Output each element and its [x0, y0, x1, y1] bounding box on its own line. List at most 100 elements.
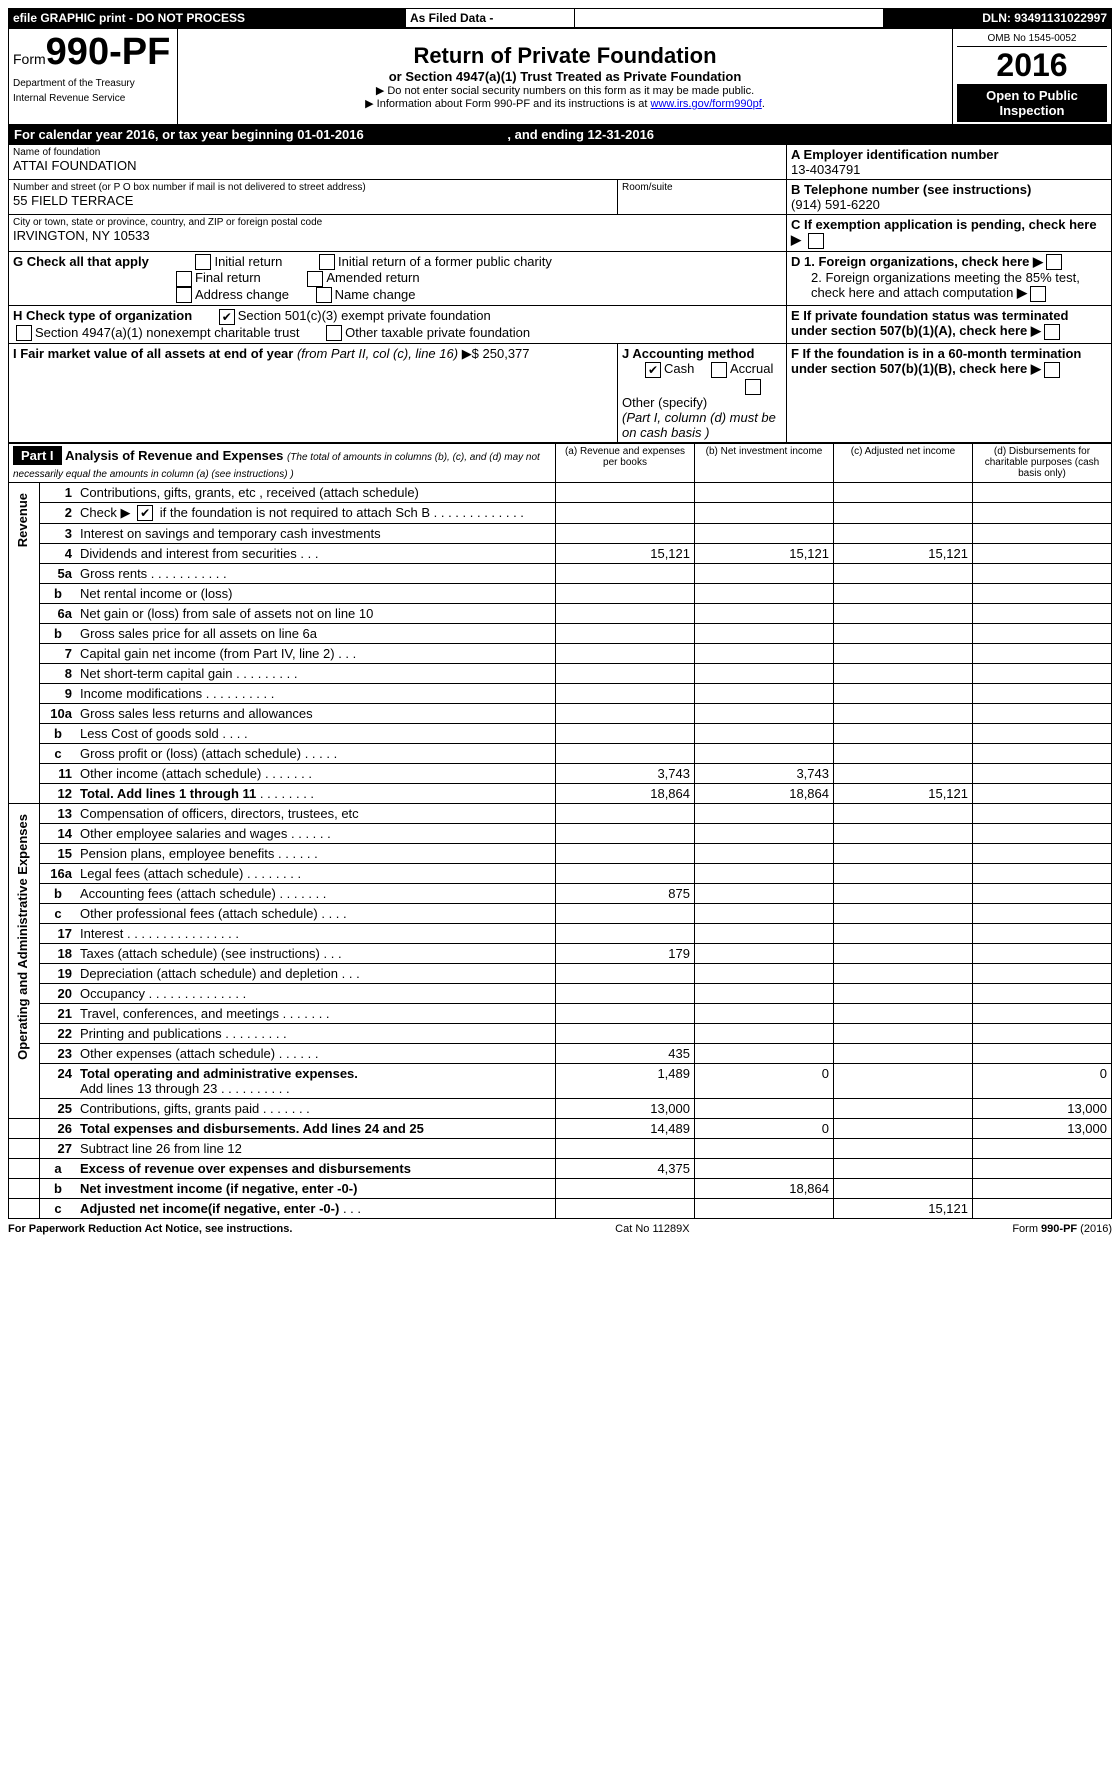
form-number: 990-PF [46, 31, 171, 73]
e-checkbox[interactable] [1044, 324, 1060, 340]
addr-value: 55 FIELD TERRACE [13, 193, 613, 208]
addr-label: Number and street (or P O box number if … [13, 182, 613, 193]
amount-cell: 179 [556, 944, 695, 964]
row-num: 13 [40, 804, 77, 824]
initial-return-checkbox[interactable] [195, 254, 211, 270]
row-num: 14 [40, 824, 77, 844]
row-label: Total expenses and disbursements. Add li… [76, 1119, 556, 1139]
amount-cell: 0 [695, 1064, 834, 1099]
open-public-badge: Open to Public Inspection [957, 84, 1107, 122]
col-a-header: (a) Revenue and expenses per books [556, 443, 695, 482]
d2-checkbox[interactable] [1030, 286, 1046, 302]
row-label: Depreciation (attach schedule) and deple… [76, 964, 556, 984]
dept-treasury: Department of the Treasury [13, 78, 135, 89]
exemption-checkbox[interactable] [808, 233, 824, 249]
amount-cell: 3,743 [695, 764, 834, 784]
row-num: 5a [40, 564, 77, 584]
final-return-checkbox[interactable] [176, 271, 192, 287]
amount-cell: 875 [556, 884, 695, 904]
amount-cell: 14,489 [556, 1119, 695, 1139]
hint-ssn: ▶ Do not enter social security numbers o… [182, 84, 948, 97]
form-word: Form [13, 51, 46, 67]
identification-block: Name of foundation ATTAI FOUNDATION A Em… [8, 144, 1112, 443]
form-subtitle: or Section 4947(a)(1) Trust Treated as P… [182, 69, 948, 84]
row-label: Net gain or (loss) from sale of assets n… [76, 604, 556, 624]
address-change-checkbox[interactable] [176, 287, 192, 303]
row-label: Pension plans, employee benefits . . . .… [76, 844, 556, 864]
calyear-prefix: For calendar year 2016, or tax year begi… [14, 127, 297, 142]
row-label: Taxes (attach schedule) (see instruction… [76, 944, 556, 964]
expenses-section-label: Operating and Administrative Expenses [13, 806, 32, 1068]
row-num: a [40, 1159, 77, 1179]
row-label: Gross rents . . . . . . . . . . . [76, 564, 556, 584]
row-label: Occupancy . . . . . . . . . . . . . . [76, 984, 556, 1004]
row-label: Subtract line 26 from line 12 [76, 1139, 556, 1159]
row-num: 17 [40, 924, 77, 944]
d1-label: D 1. Foreign organizations, check here [791, 254, 1029, 269]
d1-checkbox[interactable] [1046, 254, 1062, 270]
row-label: Excess of revenue over expenses and disb… [76, 1159, 556, 1179]
j-note: (Part I, column (d) must be on cash basi… [622, 410, 776, 440]
part1-label: Part I [13, 446, 62, 465]
row-num: 9 [40, 684, 77, 704]
row-label: Contributions, gifts, grants paid . . . … [76, 1099, 556, 1119]
other-method-checkbox[interactable] [745, 379, 761, 395]
form-title: Return of Private Foundation [182, 43, 948, 69]
footer-right: Form 990-PF (2016) [1012, 1223, 1112, 1235]
final-return-label: Final return [195, 270, 261, 285]
row-num: 26 [40, 1119, 77, 1139]
row-label: Other expenses (attach schedule) . . . .… [76, 1044, 556, 1064]
name-change-checkbox[interactable] [316, 287, 332, 303]
row-label: Other employee salaries and wages . . . … [76, 824, 556, 844]
city-label: City or town, state or province, country… [13, 217, 782, 228]
row-num: 19 [40, 964, 77, 984]
other-taxable-checkbox[interactable] [326, 325, 342, 341]
row-num: 3 [40, 524, 77, 544]
top-bar: efile GRAPHIC print - DO NOT PROCESS As … [8, 8, 1112, 28]
row-num: 6a [40, 604, 77, 624]
address-change-label: Address change [195, 287, 289, 302]
row-num: 18 [40, 944, 77, 964]
i-value: ▶$ 250,377 [462, 346, 530, 361]
row-num: 7 [40, 644, 77, 664]
row-num: 25 [40, 1099, 77, 1119]
amount-cell: 4,375 [556, 1159, 695, 1179]
phone-value: (914) 591-6220 [791, 197, 1107, 212]
sec4947-checkbox[interactable] [16, 325, 32, 341]
f-checkbox[interactable] [1044, 362, 1060, 378]
ein-value: 13-4034791 [791, 162, 1107, 177]
initial-former-checkbox[interactable] [319, 254, 335, 270]
accrual-checkbox[interactable] [711, 362, 727, 378]
amount-cell: 15,121 [834, 544, 973, 564]
col-b-header: (b) Net investment income [695, 443, 834, 482]
row-num: b [40, 1179, 77, 1199]
amount-cell: 0 [695, 1119, 834, 1139]
row-num: 27 [40, 1139, 77, 1159]
part1-table: Part I Analysis of Revenue and Expenses … [8, 443, 1112, 1220]
row-label: Gross sales price for all assets on line… [76, 624, 556, 644]
col-d-header: (d) Disbursements for charitable purpose… [973, 443, 1112, 482]
row-label: Gross sales less returns and allowances [76, 704, 556, 724]
row-num: 4 [40, 544, 77, 564]
row-label: Check ▶ ✔ if the foundation is not requi… [76, 502, 556, 524]
amount-cell: 15,121 [834, 1199, 973, 1219]
room-label: Room/suite [618, 180, 787, 215]
row-num: c [40, 744, 77, 764]
amended-checkbox[interactable] [307, 271, 323, 287]
h-label: H Check type of organization [13, 308, 192, 323]
other-taxable-label: Other taxable private foundation [345, 325, 530, 340]
row-label: Gross profit or (loss) (attach schedule)… [76, 744, 556, 764]
sec501-checkbox[interactable]: ✔ [219, 309, 235, 325]
amount-cell: 18,864 [695, 784, 834, 804]
footer-left: For Paperwork Reduction Act Notice, see … [8, 1223, 292, 1235]
tax-year: 2016 [957, 47, 1107, 84]
irs-link[interactable]: www.irs.gov/form990pf [651, 98, 762, 110]
cash-label: Cash [664, 361, 694, 376]
amount-cell: 3,743 [556, 764, 695, 784]
amount-cell: 0 [973, 1064, 1112, 1099]
exemption-label: C If exemption application is pending, c… [791, 217, 1097, 232]
row-label: Dividends and interest from securities .… [76, 544, 556, 564]
row-num: c [40, 1199, 77, 1219]
schb-checkbox[interactable]: ✔ [137, 505, 153, 521]
cash-checkbox[interactable]: ✔ [645, 362, 661, 378]
